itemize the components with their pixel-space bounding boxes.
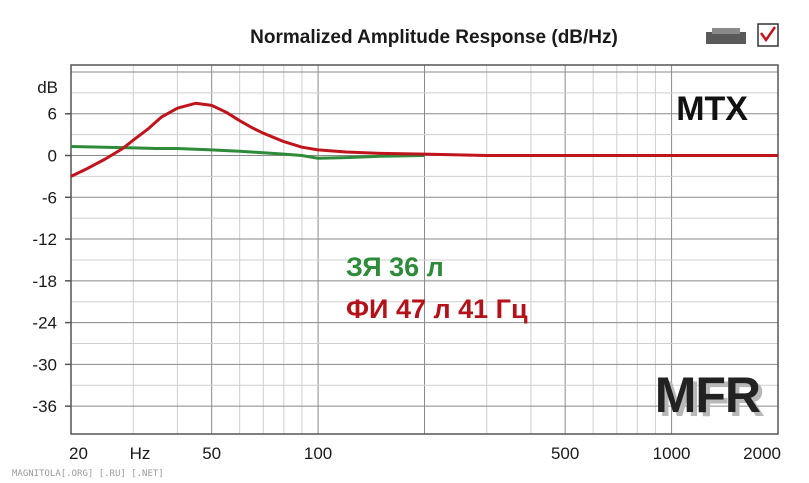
- y-tick-label: -30: [32, 355, 57, 374]
- y-unit-label: dB: [37, 78, 58, 97]
- chart-title: Normalized Amplitude Response (dB/Hz): [250, 27, 618, 48]
- x-tick-label: 20: [69, 444, 88, 463]
- y-tick-label: -12: [32, 230, 57, 249]
- y-tick-label: -24: [32, 314, 57, 333]
- grid: [71, 65, 778, 434]
- x-unit-label: Hz: [130, 444, 151, 463]
- watermark: MAGNITOLA[.ORG] [.RU] [.NET]: [12, 469, 164, 479]
- y-tick-label: -6: [42, 188, 57, 207]
- y-tick-label: -18: [32, 272, 57, 291]
- annotation-closed-box: ЗЯ 36 л: [346, 252, 444, 282]
- mfr-label-shadow: MFR: [659, 371, 765, 427]
- y-axis-ticks: dB 6 0 -6 -12 -18 -24 -30 -36: [32, 78, 71, 416]
- print-icon[interactable]: [706, 32, 746, 44]
- check-icon: [759, 26, 777, 43]
- brand-label: MTX: [676, 90, 748, 128]
- x-tick-label: 2000: [743, 444, 781, 463]
- series-lines: [70, 101, 778, 178]
- y-tick-label: -36: [32, 397, 57, 416]
- print-icon-top: [712, 28, 740, 34]
- x-axis-ticks: 20 50 100 500 1000 2000 Hz: [69, 444, 781, 463]
- mfr-label: MFR: [655, 367, 761, 423]
- annotation-ported-box: ФИ 47 л 41 Гц: [346, 294, 528, 324]
- x-tick-label: 1000: [653, 444, 691, 463]
- plot-area: [70, 64, 779, 435]
- series-line-2: [70, 101, 778, 178]
- toolbar-icons[interactable]: [706, 23, 779, 47]
- y-tick-label: 0: [48, 147, 57, 166]
- x-tick-label: 500: [551, 444, 579, 463]
- x-tick-label: 50: [202, 444, 221, 463]
- series-line-1: [70, 145, 425, 160]
- y-tick-label: 6: [48, 105, 57, 124]
- x-tick-label: 100: [304, 444, 332, 463]
